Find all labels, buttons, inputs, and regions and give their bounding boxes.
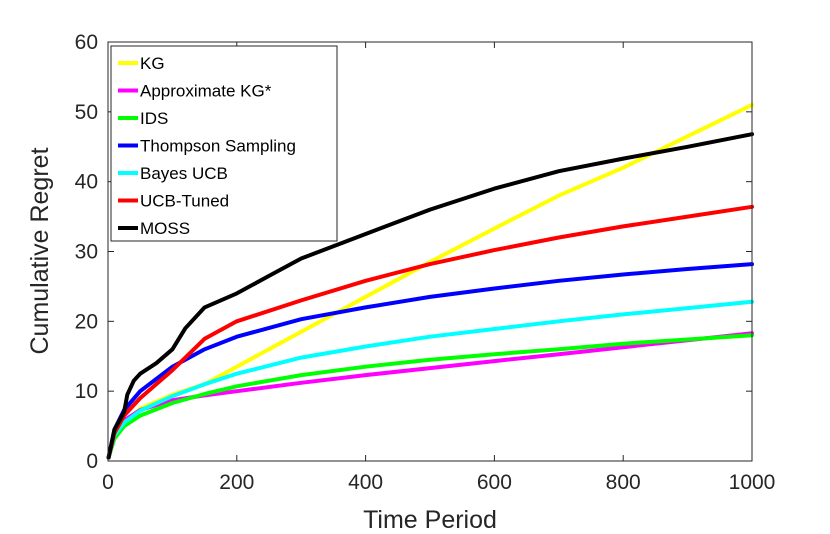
y-tick-label: 40 [75,171,98,194]
series-line-ucb-tuned [106,204,754,460]
y-tick-label: 60 [75,31,98,54]
series-line-thompson-sampling [106,262,754,460]
legend-label: Approximate KG* [140,82,272,101]
x-tick-label: 400 [348,471,383,494]
legend-box [110,45,338,242]
y-tick-label: 30 [75,241,98,264]
legend-label: UCB-Tuned [140,192,229,211]
x-tick-label: 1000 [729,471,776,494]
legend-label: Bayes UCB [140,164,228,183]
legend-label: IDS [140,109,168,128]
series-line-moss [106,132,754,460]
x-tick-label: 0 [102,471,114,494]
legend-label: Thompson Sampling [140,137,296,156]
x-tick-label: 600 [477,471,512,494]
series-line-ids [106,333,754,460]
x-tick-label: 200 [219,471,254,494]
legend-label: KG [140,54,165,73]
legend-label: MOSS [140,219,190,238]
x-tick-label: 800 [606,471,641,494]
y-tick-label: 10 [75,380,98,403]
legend: KG Approximate KG* IDS Thompson Sampling Bay… [110,45,338,242]
y-tick-label: 50 [75,101,98,124]
x-axis-title: Time Period [363,506,497,534]
y-axis-title: Cumulative Regret [26,147,54,354]
y-tick-label: 0 [86,450,98,473]
y-tick-label: 20 [75,310,98,333]
axes-layer: 0 200 400 600 800 1000 0 10 20 30 40 50 60 [75,31,776,494]
series-layer [106,102,754,460]
series-line-bayes-ucb [106,299,754,460]
